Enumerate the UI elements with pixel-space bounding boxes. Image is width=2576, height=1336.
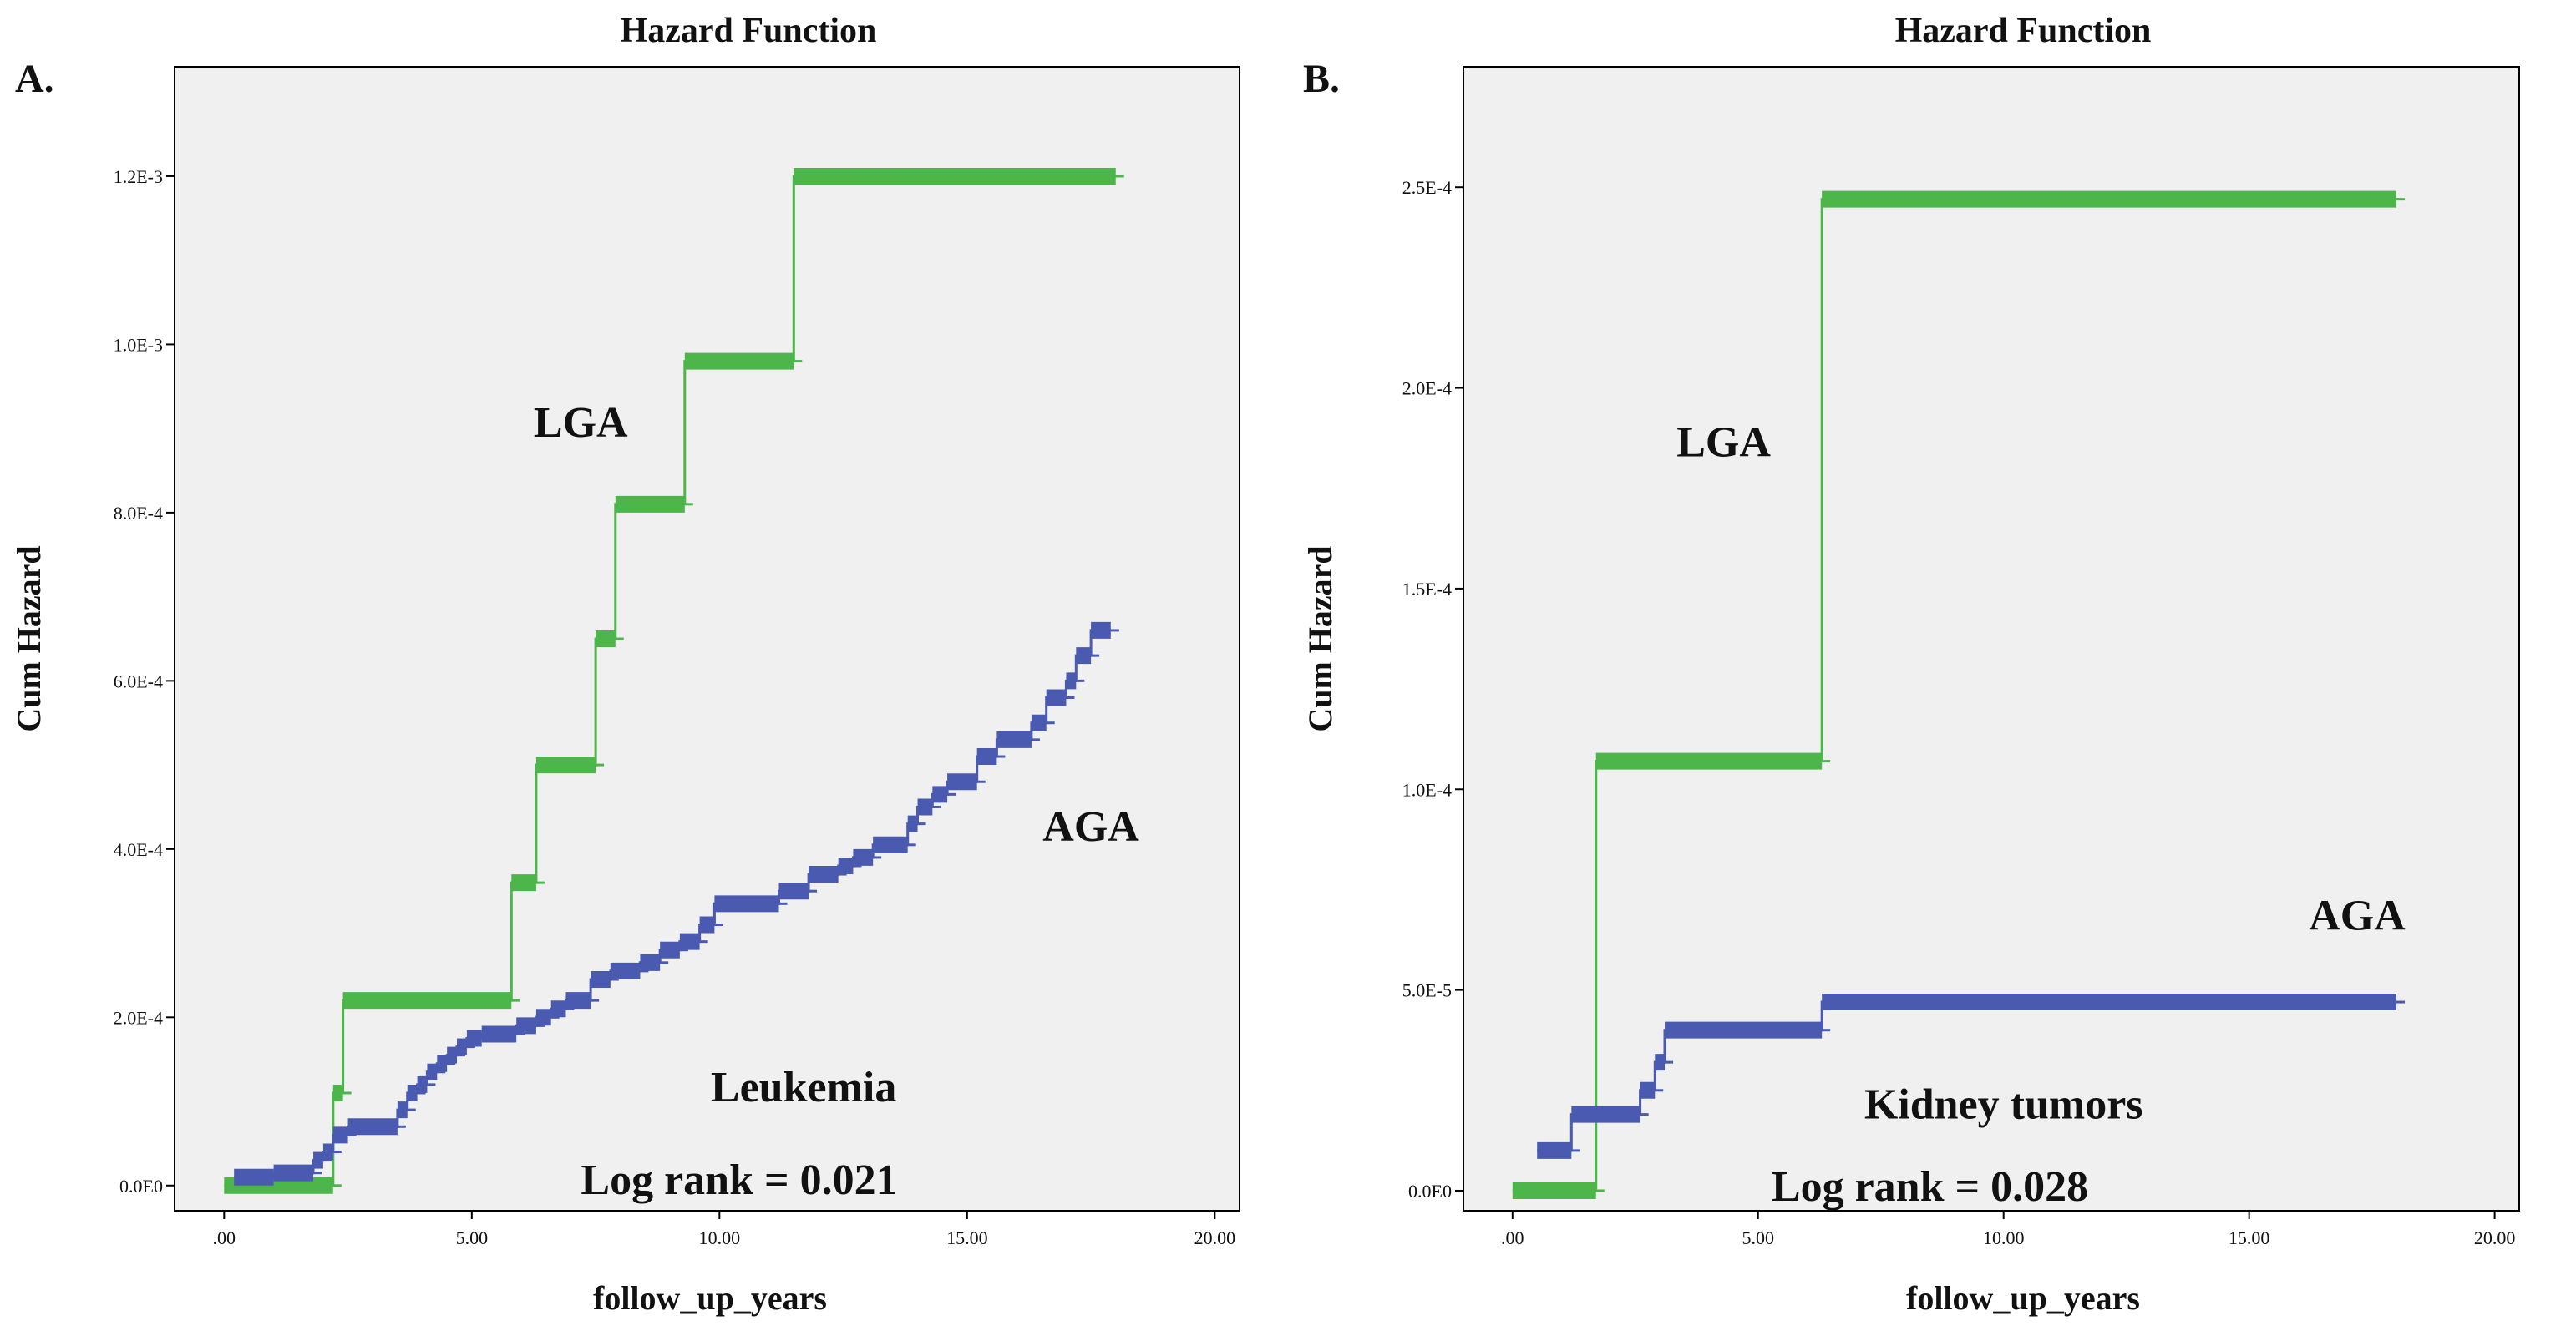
x-axis-a: .00 5.00 10.00 15.00 20.00: [213, 1211, 1236, 1248]
x-tick-label: .00: [213, 1227, 236, 1248]
x-tick-label: 5.00: [456, 1227, 489, 1248]
y-axis-a: 0.0E0 2.0E-4 4.0E-4 6.0E-4 8.0E-4 1.0E-3 1.2E-…: [114, 166, 175, 1197]
x-tick-label: .00: [1501, 1227, 1524, 1248]
series-layer-a: [224, 167, 1124, 1194]
annotation-label: LGA: [534, 399, 628, 447]
y-tick-label: 1.0E-4: [1402, 779, 1452, 800]
panel-label-a: A.: [15, 57, 54, 101]
annotation-label: LGA: [1676, 418, 1771, 466]
y-tick-label: 1.2E-3: [114, 166, 163, 187]
y-tick-label: 4.0E-4: [114, 839, 163, 860]
x-tick-label: 5.00: [1742, 1227, 1774, 1248]
series-line-aga: [1537, 1000, 2396, 1152]
chart-title-b: Hazard Function: [1895, 12, 2152, 50]
chart-a-svg: A. Hazard Function .00 5.00 10.00 15.00 20.0…: [10, 12, 1240, 1317]
chart-title-a: Hazard Function: [621, 12, 877, 50]
annotations-layer-a: LGA AGA Leukemia Log rank = 0.021: [534, 399, 1139, 1204]
plot-area-b: [1463, 66, 2520, 1212]
x-tick-label: 10.00: [699, 1227, 741, 1248]
annotation-label: AGA: [2309, 893, 2406, 940]
y-tick-label: 2.0E-4: [114, 1007, 163, 1028]
chart-panel-b: B. Hazard Function .00 5.00 10.00 15.00 20.0…: [1288, 0, 2576, 1332]
x-tick-label: 15.00: [2229, 1227, 2270, 1248]
chart-b-svg: B. Hazard Function .00 5.00 10.00 15.00 20.0…: [1301, 12, 2520, 1317]
annotation-label: AGA: [1042, 803, 1139, 851]
y-tick-label: 8.0E-4: [114, 503, 163, 524]
x-tick-label: 15.00: [946, 1227, 988, 1248]
plot-area-a: [174, 66, 1240, 1212]
annotations-layer-b: LGA AGA Kidney tumors Log rank = 0.028: [1676, 418, 2406, 1211]
y-tick-label: 1.0E-3: [114, 334, 163, 355]
panel-label-b: B.: [1303, 57, 1340, 101]
x-tick-label: 20.00: [1194, 1227, 1236, 1248]
series-layer-b: [1512, 190, 2406, 1199]
x-axis-b: .00 5.00 10.00 15.00 20.00: [1501, 1211, 2515, 1248]
x-axis-label-a: follow_up_years: [593, 1279, 827, 1317]
y-tick-label: 5.0E-5: [1402, 980, 1452, 1001]
annotation-label: Leukemia: [711, 1064, 896, 1111]
x-axis-label-b: follow_up_years: [1906, 1279, 2140, 1317]
annotation-label: Log rank = 0.021: [581, 1156, 897, 1204]
y-axis-label-b: Cum Hazard: [1301, 545, 1339, 731]
annotation-label: Kidney tumors: [1864, 1080, 2143, 1128]
annotation-label: Log rank = 0.028: [1772, 1163, 2088, 1211]
y-tick-label: 0.0E0: [119, 1176, 163, 1197]
y-tick-label: 0.0E0: [1408, 1181, 1452, 1202]
y-axis-b: 0.0E0 5.0E-5 1.0E-4 1.5E-4 2.0E-4 2.5E-4: [1402, 177, 1463, 1202]
y-tick-label: 1.5E-4: [1402, 579, 1452, 600]
y-axis-label-a: Cum Hazard: [10, 545, 48, 731]
y-tick-label: 2.5E-4: [1402, 177, 1452, 198]
chart-panel-a: A. Hazard Function .00 5.00 10.00 15.00 20.0…: [0, 0, 1288, 1332]
x-tick-label: 10.00: [1983, 1227, 2025, 1248]
y-tick-label: 6.0E-4: [114, 671, 163, 691]
x-tick-label: 20.00: [2474, 1227, 2516, 1248]
y-tick-label: 2.0E-4: [1402, 378, 1452, 399]
